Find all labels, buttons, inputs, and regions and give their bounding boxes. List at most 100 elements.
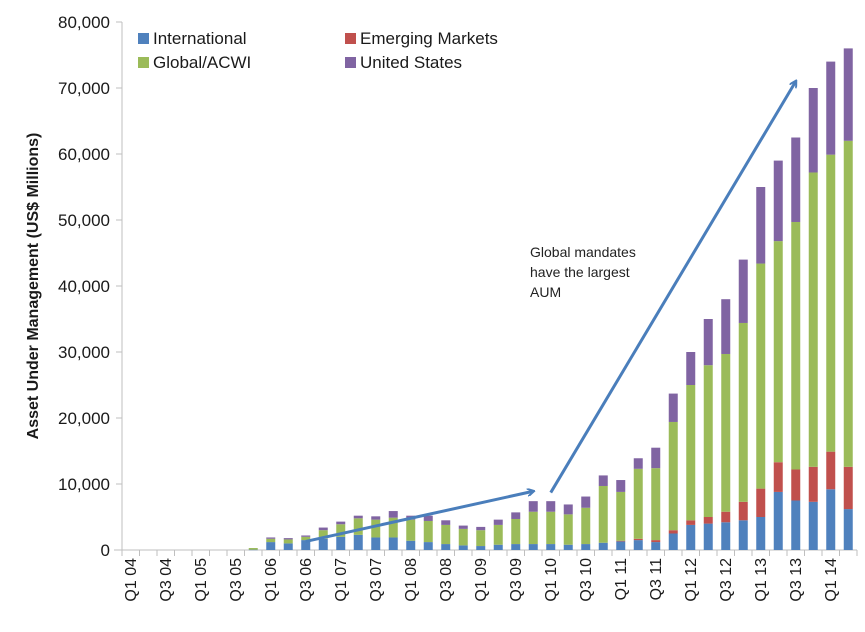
flat-growth-arrow xyxy=(305,491,534,543)
x-tick-label: Q3 04 xyxy=(158,558,175,602)
legend: International Global/ACWI Emerging Markets… xyxy=(138,29,498,72)
bar-segment-global-acwi xyxy=(423,520,433,543)
legend-label: International xyxy=(153,29,247,48)
y-tick-label: 40,000 xyxy=(58,277,110,296)
bar-stack-q1-07 xyxy=(336,521,346,550)
bar-segment-united-states xyxy=(843,48,853,141)
bar-segment-global-acwi xyxy=(406,519,416,541)
bar-segment-international xyxy=(738,520,748,550)
x-tick-label: Q1 09 xyxy=(473,558,490,602)
bar-segment-united-states xyxy=(353,515,363,519)
bar-segment-emerging-markets xyxy=(826,451,836,490)
bar-stack-q3-07 xyxy=(371,516,381,550)
bar-segment-global-acwi xyxy=(441,524,451,545)
bar-stack-q3-11 xyxy=(651,447,661,550)
bar-segment-global-acwi xyxy=(791,221,801,470)
bar-segment-international xyxy=(371,537,381,550)
x-axis: Q1 04 Q3 04 Q1 05 Q3 05 Q1 06 Q3 06 Q1 07 Q3 07… xyxy=(114,549,858,602)
bar-segment-united-states xyxy=(616,480,626,492)
bar-segment-united-states xyxy=(476,526,486,531)
bar-segment-international xyxy=(791,500,801,550)
bar-segment-international xyxy=(476,546,486,550)
bar-segment-united-states xyxy=(773,160,783,242)
bar-segment-global-acwi xyxy=(563,514,573,545)
bar-segment-global-acwi xyxy=(633,468,643,539)
bar-stack-q1-10 xyxy=(546,501,556,550)
bar-segment-united-states xyxy=(581,496,591,508)
bar-segment-global-acwi xyxy=(493,524,503,545)
bar-stack-q2-07 xyxy=(353,515,363,550)
bar-segment-global-acwi xyxy=(738,322,748,502)
legend-item-united-states: United States xyxy=(345,53,462,72)
bar-stack-q4-09 xyxy=(528,501,538,550)
bar-segment-global-acwi xyxy=(773,241,783,463)
legend-label: United States xyxy=(360,53,462,72)
bar-segment-emerging-markets xyxy=(791,469,801,501)
bar-stack-q1-11 xyxy=(616,480,626,550)
annotation-line: AUM xyxy=(530,284,561,300)
bar-segment-international xyxy=(493,544,503,550)
bar-segment-international xyxy=(633,540,643,550)
bar-segment-global-acwi xyxy=(826,154,836,452)
bar-segment-international xyxy=(721,522,731,550)
bar-stack-q3-10 xyxy=(581,496,591,550)
bar-segment-global-acwi xyxy=(581,507,591,545)
x-tick-label: Q3 11 xyxy=(648,558,665,601)
bar-segment-global-acwi xyxy=(808,172,818,467)
bar-segment-emerging-markets xyxy=(721,511,731,523)
legend-label: Global/ACWI xyxy=(153,53,251,72)
bar-segment-emerging-markets xyxy=(738,501,748,521)
bar-segment-united-states xyxy=(668,393,678,422)
bar-segment-global-acwi xyxy=(336,524,346,537)
x-tick-label: Q1 08 xyxy=(403,558,420,602)
bar-segment-global-acwi xyxy=(248,548,258,550)
bar-segment-international xyxy=(546,544,556,550)
legend-item-emerging-markets: Emerging Markets xyxy=(345,29,498,48)
annotation-line: have the largest xyxy=(530,264,630,280)
bar-segment-international xyxy=(843,509,853,550)
bar-segment-global-acwi xyxy=(686,385,696,521)
legend-item-international: International xyxy=(138,29,247,48)
bar-stack-q4-05 xyxy=(248,548,258,551)
bar-segment-united-states xyxy=(283,538,293,540)
y-tick-label: 50,000 xyxy=(58,211,110,230)
bar-stack-q2-11 xyxy=(633,458,643,550)
bar-segment-international xyxy=(511,544,521,550)
bar-stack-q3-06 xyxy=(301,535,311,550)
bar-segment-international xyxy=(388,537,398,550)
bar-segment-united-states xyxy=(388,511,398,518)
bar-segment-united-states xyxy=(738,259,748,323)
y-tick-label: 60,000 xyxy=(58,145,110,164)
bar-segment-global-acwi xyxy=(266,538,276,543)
bar-segment-international xyxy=(563,544,573,550)
legend-swatch xyxy=(345,33,356,44)
bar-segment-united-states xyxy=(791,137,801,222)
x-tick-label: Q3 05 xyxy=(228,558,245,602)
x-tick-label: Q1 12 xyxy=(683,558,700,602)
bar-segment-united-states xyxy=(301,535,311,537)
bar-stack-q3-08 xyxy=(441,520,451,550)
bar-segment-international xyxy=(808,501,818,550)
legend-swatch xyxy=(138,57,149,68)
y-tick-label: 0 xyxy=(101,541,110,560)
bar-segment-global-acwi xyxy=(703,365,713,517)
legend-swatch xyxy=(138,33,149,44)
x-tick-label: Q1 05 xyxy=(193,558,210,602)
bar-segment-international xyxy=(773,491,783,550)
bar-segment-united-states xyxy=(808,88,818,173)
bar-segment-global-acwi xyxy=(721,353,731,512)
bar-stack-q1-08 xyxy=(406,515,416,550)
bar-segment-international xyxy=(686,524,696,550)
bar-segment-united-states xyxy=(493,519,503,525)
bar-stack-q3-13 xyxy=(791,137,801,550)
bar-segment-united-states xyxy=(703,319,713,366)
bar-segment-international xyxy=(423,542,433,550)
bar-segment-united-states xyxy=(458,525,468,529)
annotation-arrows xyxy=(305,81,796,543)
bar-segment-global-acwi xyxy=(318,530,328,539)
bar-segment-international xyxy=(406,540,416,550)
x-tick-label: Q3 10 xyxy=(578,558,595,602)
x-tick-label: Q3 07 xyxy=(368,558,385,602)
y-axis: 0 10,000 20,000 30,000 40,000 50,000 60,000 70,… xyxy=(58,13,123,560)
